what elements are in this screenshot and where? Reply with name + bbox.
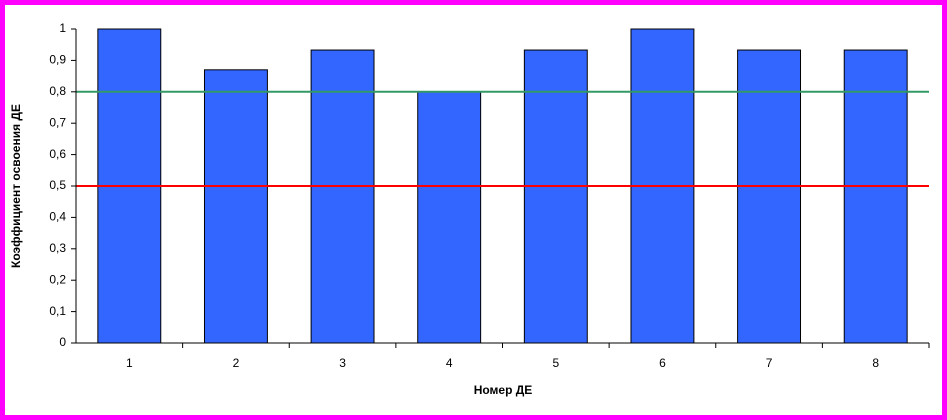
- y-tick-label: 0,8: [49, 84, 66, 98]
- x-tick-label: 4: [446, 356, 453, 370]
- x-tick-label: 2: [233, 356, 240, 370]
- y-tick-label: 1: [59, 21, 66, 35]
- y-tick-label: 0,4: [49, 210, 66, 224]
- bar: [843, 49, 908, 344]
- y-tick-label: 0,5: [49, 178, 66, 192]
- bar: [203, 69, 268, 344]
- x-axis-title: Номер ДЕ: [474, 383, 533, 397]
- bar: [523, 49, 588, 344]
- y-tick-label: 0,1: [49, 304, 66, 318]
- y-tick-label: 0: [59, 335, 66, 349]
- y-axis-title: Коэффициент освоения ДЕ: [9, 104, 23, 268]
- y-tick-label: 0,7: [49, 115, 66, 129]
- bar: [737, 49, 802, 344]
- x-tick-label: 3: [339, 356, 346, 370]
- x-tick-label: 5: [552, 356, 559, 370]
- x-tick-label: 8: [872, 356, 879, 370]
- x-tick-label: 7: [766, 356, 773, 370]
- x-tick-label: 6: [659, 356, 666, 370]
- y-tick-label: 0,3: [49, 241, 66, 255]
- bar: [417, 91, 482, 344]
- bar: [310, 49, 375, 344]
- x-tick-label: 1: [126, 356, 133, 370]
- y-tick-label: 0,9: [49, 53, 66, 67]
- y-tick-label: 0,6: [49, 147, 66, 161]
- y-tick-label: 0,2: [49, 272, 66, 286]
